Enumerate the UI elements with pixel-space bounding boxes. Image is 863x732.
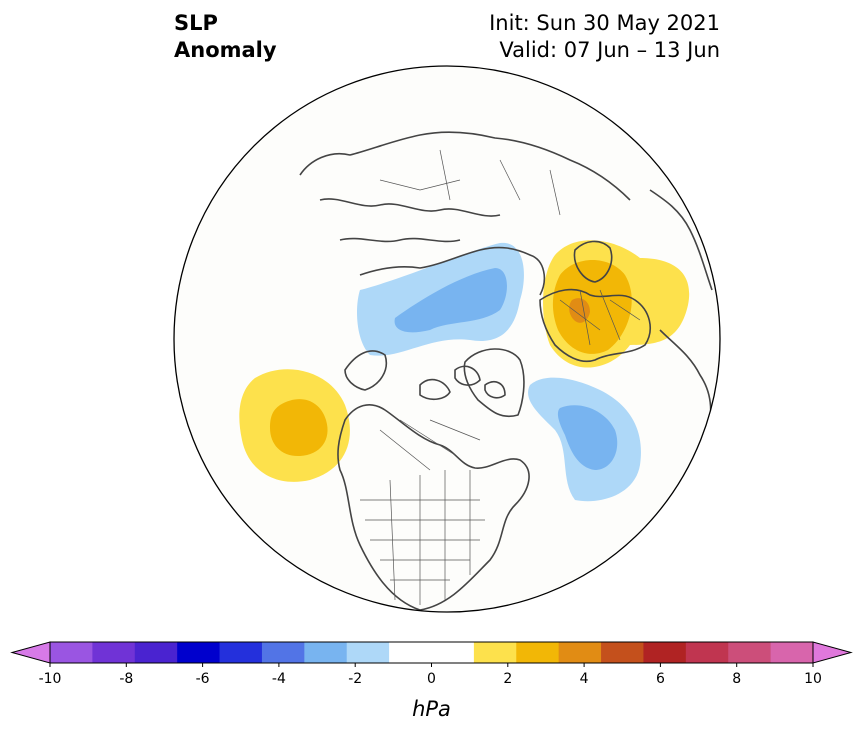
globe-outline — [173, 65, 721, 613]
colorbar-segment — [431, 642, 475, 663]
title-variable-line2: Anomaly — [174, 38, 277, 62]
valid-range: Valid: 07 Jun – 13 Jun — [499, 38, 720, 62]
colorbar-segment — [473, 642, 517, 663]
coastlines — [299, 131, 713, 611]
colorbar-segment — [261, 642, 305, 663]
colorbar-tick-label: 10 — [804, 671, 822, 687]
colorbar-segment — [219, 642, 263, 663]
colorbar-unit-label: hPa — [412, 697, 451, 721]
colorbar-segment — [770, 642, 814, 663]
colorbar-tick-label: -10 — [39, 671, 62, 687]
anomaly-north-pacific-high — [239, 369, 350, 482]
colorbar-segment — [558, 642, 602, 663]
colorbar-tick-label: 6 — [656, 671, 665, 687]
colorbar-tick-label: -6 — [196, 671, 210, 687]
map-title: SLP Anomaly — [174, 10, 277, 64]
colorbar-segment — [50, 642, 93, 663]
colorbar-tick-label: 4 — [580, 671, 589, 687]
colorbar-extend-under — [10, 641, 51, 664]
colorbar-segment — [643, 642, 687, 663]
colorbar-tick-label: -4 — [272, 671, 286, 687]
colorbar: -10 -8 -6 -4 -2 0 2 4 6 8 10 hPa — [10, 641, 853, 721]
colorbar-segment — [134, 642, 178, 663]
map-dates: Init: Sun 30 May 2021 Valid: 07 Jun – 13… — [489, 10, 720, 64]
colorbar-tick-label: 2 — [503, 671, 512, 687]
colorbar-segment — [516, 642, 560, 663]
colorbar-tick-label: -2 — [348, 671, 362, 687]
colorbar-segment — [389, 642, 432, 663]
anomaly-north-atlantic-low — [528, 377, 641, 502]
colorbar-segment — [601, 642, 644, 663]
colorbar-segment — [304, 642, 348, 663]
colorbar-tick-label: -8 — [119, 671, 133, 687]
init-date: Init: Sun 30 May 2021 — [489, 11, 720, 35]
title-variable-line1: SLP — [174, 11, 218, 35]
colorbar-segment — [728, 642, 772, 663]
anomaly-arctic-siberia-low — [357, 242, 524, 356]
colorbar-segment — [346, 642, 390, 663]
country-borders — [360, 149, 641, 605]
colorbar-extend-over — [812, 641, 853, 664]
colorbar-segment — [685, 642, 729, 663]
colorbar-segment — [92, 642, 136, 663]
colorbar-tick-label: 8 — [732, 671, 741, 687]
colorbar-segment — [177, 642, 221, 663]
colorbar-tick-label: 0 — [427, 671, 436, 687]
